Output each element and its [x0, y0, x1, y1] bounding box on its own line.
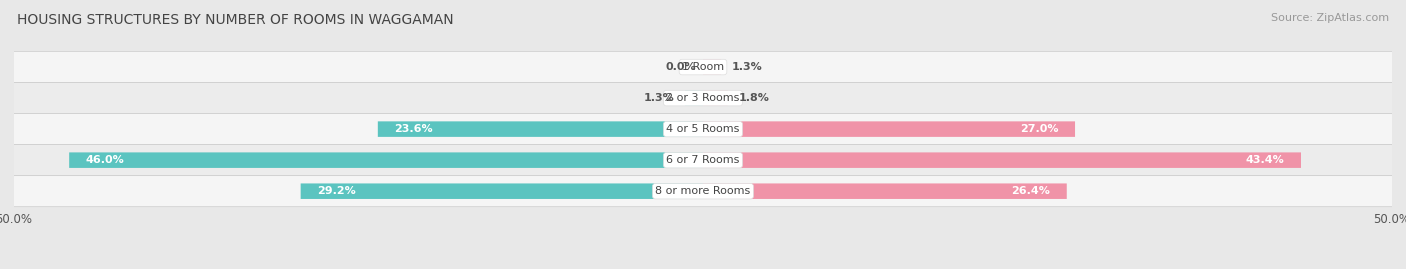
- Legend: Owner-occupied, Renter-occupied: Owner-occupied, Renter-occupied: [578, 266, 828, 269]
- Text: 26.4%: 26.4%: [1011, 186, 1050, 196]
- FancyBboxPatch shape: [703, 121, 1076, 137]
- Text: Source: ZipAtlas.com: Source: ZipAtlas.com: [1271, 13, 1389, 23]
- FancyBboxPatch shape: [14, 114, 1392, 145]
- FancyBboxPatch shape: [685, 90, 703, 106]
- FancyBboxPatch shape: [378, 121, 703, 137]
- Text: 29.2%: 29.2%: [318, 186, 356, 196]
- Text: 23.6%: 23.6%: [394, 124, 433, 134]
- FancyBboxPatch shape: [69, 153, 703, 168]
- Text: 27.0%: 27.0%: [1019, 124, 1059, 134]
- FancyBboxPatch shape: [703, 153, 1301, 168]
- Text: 0.0%: 0.0%: [665, 62, 696, 72]
- Text: HOUSING STRUCTURES BY NUMBER OF ROOMS IN WAGGAMAN: HOUSING STRUCTURES BY NUMBER OF ROOMS IN…: [17, 13, 454, 27]
- FancyBboxPatch shape: [14, 52, 1392, 83]
- FancyBboxPatch shape: [301, 183, 703, 199]
- FancyBboxPatch shape: [703, 90, 728, 106]
- Text: 4 or 5 Rooms: 4 or 5 Rooms: [666, 124, 740, 134]
- Text: 1 Room: 1 Room: [682, 62, 724, 72]
- FancyBboxPatch shape: [703, 183, 1067, 199]
- Text: 1.3%: 1.3%: [733, 62, 762, 72]
- FancyBboxPatch shape: [14, 145, 1392, 176]
- Text: 1.8%: 1.8%: [738, 93, 769, 103]
- Text: 43.4%: 43.4%: [1246, 155, 1285, 165]
- Text: 6 or 7 Rooms: 6 or 7 Rooms: [666, 155, 740, 165]
- FancyBboxPatch shape: [14, 176, 1392, 207]
- FancyBboxPatch shape: [14, 83, 1392, 114]
- Text: 46.0%: 46.0%: [86, 155, 125, 165]
- Text: 2 or 3 Rooms: 2 or 3 Rooms: [666, 93, 740, 103]
- Text: 1.3%: 1.3%: [644, 93, 673, 103]
- Text: 8 or more Rooms: 8 or more Rooms: [655, 186, 751, 196]
- FancyBboxPatch shape: [703, 59, 721, 75]
